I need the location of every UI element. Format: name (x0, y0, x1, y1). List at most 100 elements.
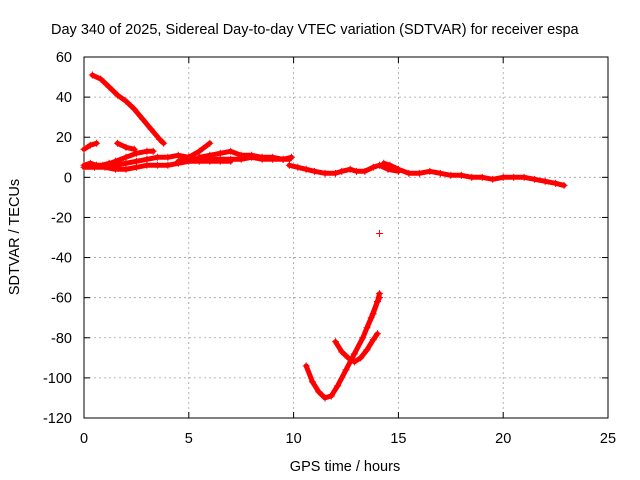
series-arc-6 (101, 147, 157, 169)
y-axis-label: SDTVAR / TECUs (7, 179, 23, 295)
series-outlier (376, 229, 384, 237)
data-point (352, 167, 360, 175)
x-tick-label: 10 (286, 431, 302, 447)
data-point (369, 336, 377, 344)
data-point (122, 143, 130, 151)
data-point (132, 149, 140, 157)
data-point (552, 179, 560, 187)
data-point (359, 334, 367, 342)
data-point (338, 167, 346, 175)
data-point (499, 173, 507, 181)
data-point (149, 147, 157, 155)
data-point (164, 161, 172, 169)
series-trace (333, 331, 380, 365)
data-point (153, 161, 161, 169)
data-point (338, 348, 346, 356)
data-point (227, 157, 235, 165)
y-tick-label: -40 (51, 251, 72, 267)
data-point (86, 141, 94, 149)
data-point (436, 169, 444, 177)
data-point (541, 177, 549, 185)
data-point (334, 382, 342, 390)
data-point (139, 115, 147, 123)
data-point (132, 157, 140, 165)
data-point (373, 330, 381, 338)
data-point (97, 75, 105, 83)
data-point (315, 388, 323, 396)
data-point (174, 151, 182, 159)
data-point (237, 151, 245, 159)
x-axis: 0 5 10 15 20 25 (80, 57, 616, 447)
data-point (346, 165, 354, 173)
data-point (350, 358, 358, 366)
data-point (80, 145, 88, 153)
data-point (114, 139, 122, 147)
series-trace (364, 295, 382, 331)
data-point (147, 125, 155, 133)
data-point (361, 167, 369, 175)
y-tick-label: 20 (56, 130, 72, 146)
data-point (80, 163, 88, 171)
y-tick-label: 40 (56, 90, 72, 106)
grid (84, 57, 608, 418)
data-point (369, 163, 377, 171)
x-axis-label: GPS time / hours (290, 459, 400, 475)
data-point (369, 310, 377, 318)
data-point (122, 153, 130, 161)
series-arc-5 (114, 139, 138, 153)
data-point (206, 151, 214, 159)
data-point (269, 153, 277, 161)
data-point (302, 362, 310, 370)
series-arc-8 (195, 147, 296, 163)
data-point (122, 159, 130, 167)
series-arc-10 (380, 159, 568, 189)
series-layer (80, 71, 568, 402)
data-point (130, 105, 138, 113)
data-point (327, 392, 335, 400)
data-point (386, 161, 394, 169)
series-arc-3 (80, 139, 101, 153)
plot-frame (83, 56, 609, 419)
data-point (258, 153, 266, 161)
y-tick-label: -60 (51, 291, 72, 307)
series-arc-13 (363, 294, 384, 332)
data-point (478, 173, 486, 181)
data-point (122, 165, 130, 173)
data-point (344, 354, 352, 362)
data-point (376, 229, 384, 237)
data-point (111, 157, 119, 165)
x-tick-label: 15 (390, 431, 406, 447)
data-point (457, 171, 465, 179)
data-point (279, 155, 287, 163)
data-point (311, 167, 319, 175)
data-point (160, 139, 168, 147)
series-trace (89, 72, 167, 146)
data-point (90, 163, 98, 171)
y-tick-label: 0 (64, 170, 72, 186)
data-point (227, 147, 235, 155)
series-arc-12 (332, 330, 381, 366)
data-point (447, 171, 455, 179)
data-point (185, 153, 193, 161)
data-point (174, 157, 182, 165)
data-point (288, 153, 296, 161)
data-point (93, 139, 101, 147)
data-point (520, 173, 528, 181)
data-point (380, 159, 388, 167)
data-point (376, 294, 384, 302)
x-tick-label: 5 (185, 431, 193, 447)
data-point (155, 135, 163, 143)
data-point (111, 165, 119, 173)
x-tick-label: 25 (600, 431, 616, 447)
data-point (122, 97, 130, 105)
data-point (302, 165, 310, 173)
y-tick-label: -100 (43, 371, 72, 387)
data-point (357, 354, 365, 362)
data-point (531, 175, 539, 183)
chart-title: Day 340 of 2025, Sidereal Day-to-day VTE… (51, 22, 580, 38)
y-tick-label: -20 (51, 210, 72, 226)
y-tick-label: -120 (43, 411, 72, 427)
data-point (426, 167, 434, 175)
series-arc-4 (88, 71, 168, 147)
